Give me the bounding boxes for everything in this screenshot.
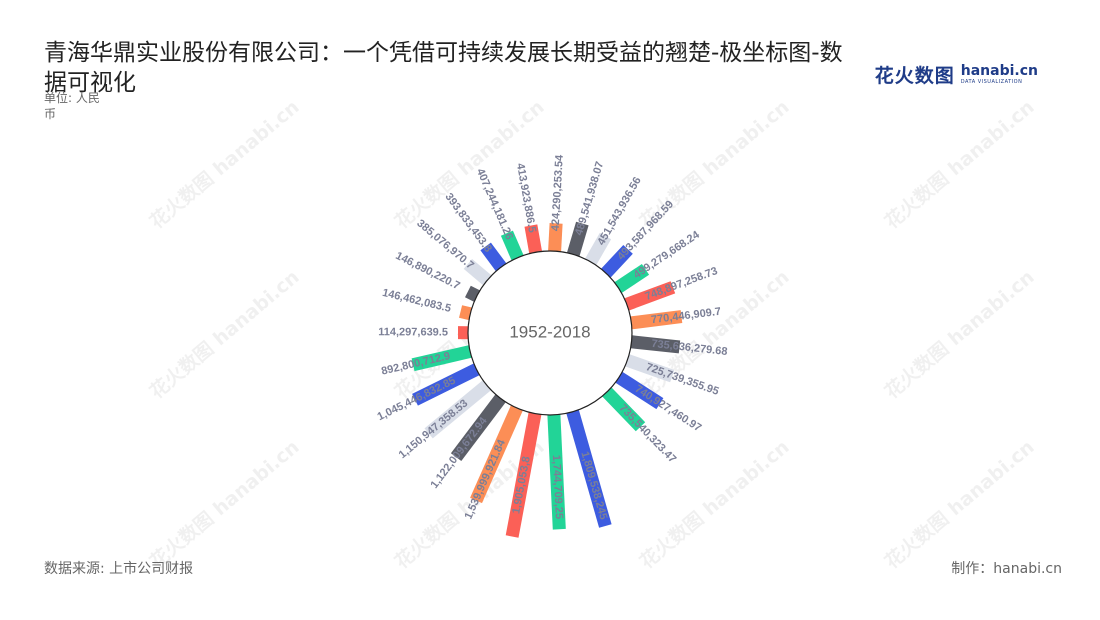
- bar-value-label: 413,923,886.5: [514, 162, 538, 233]
- chart-bar: [602, 387, 646, 432]
- bar-value-label: 735,636,279.68: [651, 338, 728, 358]
- bar-value-label: 114,297,639.5: [378, 326, 448, 338]
- chart-bar: [465, 285, 480, 302]
- chart-bar: [585, 232, 612, 265]
- logo-sub: DATA VISUALIZATION: [960, 78, 1023, 85]
- center-circle: [467, 250, 633, 416]
- chart-bar: [411, 345, 472, 372]
- bar-value-label: 146,462,083.5: [381, 287, 452, 315]
- bar-value-label: 725,739,355.95: [644, 361, 720, 398]
- logo-en: hanabi.cn: [960, 62, 1038, 79]
- logo-cn: 花火数图: [874, 64, 955, 87]
- chart-bar: [566, 410, 612, 528]
- unit-label: 单位: 人民币: [44, 91, 100, 121]
- chart-bar: [624, 281, 676, 311]
- chart-bar: [450, 394, 506, 461]
- chart-bar: [601, 245, 633, 278]
- bar-value-label: 489,541,938.07: [573, 160, 606, 237]
- chart-bar: [567, 221, 589, 257]
- bar-value-label: 1,905,053,8: [510, 455, 532, 514]
- chart-bar: [505, 412, 542, 538]
- chart-bar: [630, 310, 683, 330]
- logo-en-block: hanabi.cn DATA VISUALIZATION: [961, 64, 1038, 85]
- hanabi-logo: 花火数图 hanabi.cn DATA VISUALIZATION: [875, 58, 1038, 90]
- chart-bar: [614, 264, 650, 293]
- chart-bar: [424, 380, 491, 439]
- bar-value-label: 424,290,253.54: [550, 154, 566, 232]
- bar-value-label: 770,446,909.7: [650, 306, 721, 327]
- data-source: 数据来源: 上市公司财报: [44, 561, 194, 577]
- chart-bar: [412, 363, 480, 406]
- chart-bar: [458, 326, 468, 340]
- chart-bar: [615, 371, 664, 410]
- bar-value-label: 1,744,709,25: [550, 455, 565, 520]
- chart-bar: [480, 242, 507, 272]
- chart-bar: [524, 224, 542, 254]
- chart-bar: [625, 354, 675, 383]
- chart-bar: [470, 405, 523, 504]
- maker-credit: 制作：hanabi.cn: [951, 561, 1062, 577]
- bar-value-label: 892,800,712.9: [380, 350, 451, 378]
- chart-bar: [630, 335, 681, 354]
- page-title: 青海华鼎实业股份有限公司：一个凭借可持续发展长期受益的翘楚-极坐标图-数据可视化: [44, 40, 843, 96]
- center-label: 1952-2018: [509, 322, 590, 341]
- chart-bar: [459, 305, 472, 321]
- bar-value-label: 748,897,258.73: [643, 265, 719, 303]
- bar-value-label: 1,809,538,245: [578, 450, 609, 521]
- chart-bar: [547, 414, 566, 530]
- chart-bar: [463, 259, 492, 286]
- chart-bar: [548, 223, 563, 252]
- chart-bar: [500, 230, 524, 261]
